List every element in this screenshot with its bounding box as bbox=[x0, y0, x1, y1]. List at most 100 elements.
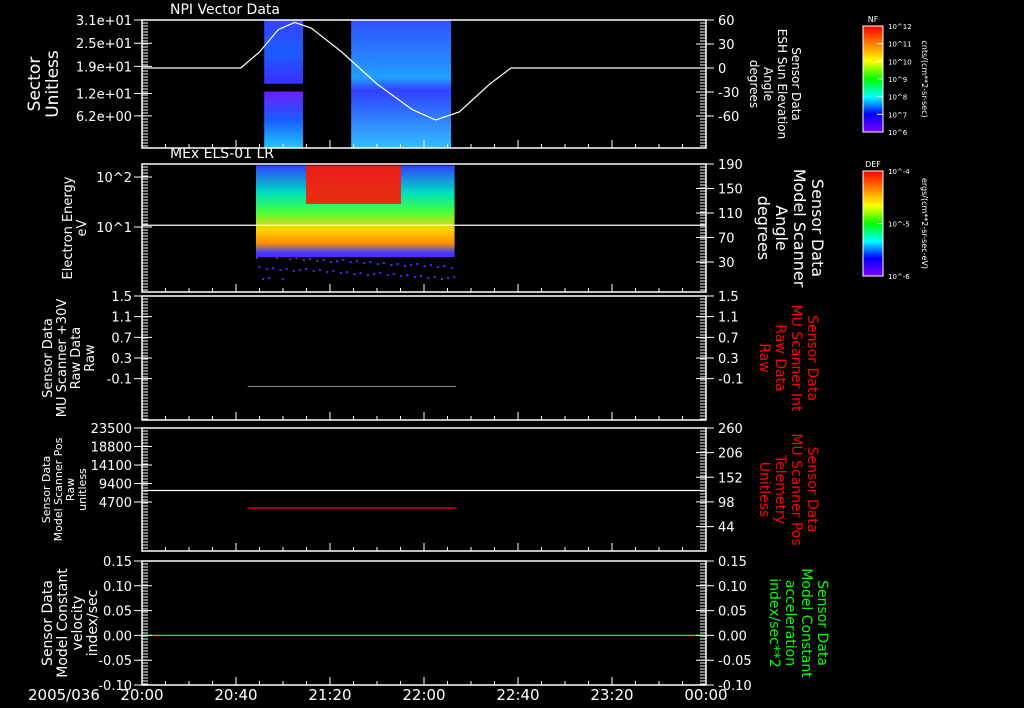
y-axis-label: Raw Data bbox=[69, 327, 84, 390]
spectrogram-speckle bbox=[427, 277, 430, 280]
colorbar-tick-label: 10^12 bbox=[888, 23, 912, 31]
right-axis-label: Angle bbox=[772, 205, 791, 251]
y-tick-label: 0.05 bbox=[103, 605, 132, 620]
time-tick-label: 20:40 bbox=[214, 686, 257, 704]
right-y-tick-label: 98 bbox=[718, 496, 735, 511]
right-y-tick-label: 60 bbox=[718, 14, 735, 29]
spectrogram-speckle bbox=[410, 264, 413, 267]
y-axis-label: unitless bbox=[76, 468, 89, 511]
right-y-tick-label: 150 bbox=[718, 182, 743, 197]
right-y-tick-label: 0.00 bbox=[718, 629, 747, 644]
colorbar-unit: cnts/(cm**2-sr-sec) bbox=[920, 40, 929, 117]
right-y-tick-label: 152 bbox=[718, 471, 743, 486]
right-axis-label: Model Scanner bbox=[790, 169, 809, 288]
spectrogram-speckle bbox=[322, 259, 325, 262]
right-y-tick-label: 0.3 bbox=[718, 352, 739, 367]
y-tick-label: 10^2 bbox=[96, 171, 132, 186]
spectrogram-speckle bbox=[366, 274, 369, 277]
panel-5: 0.15 0.10 0.05 0.00 -0.05 -0.10 0.15 0.10 0.05 0.… bbox=[40, 555, 830, 694]
y-tick-label: 0.00 bbox=[103, 629, 132, 644]
right-axis-label: acceleration bbox=[782, 580, 798, 666]
time-tick-label: 20:00 bbox=[120, 686, 163, 704]
right-axis-label: Sensor Data bbox=[804, 447, 820, 533]
spectrogram-speckle bbox=[376, 263, 379, 266]
right-axis-label: Model Constant bbox=[798, 568, 814, 678]
y-axis-label: index/sec bbox=[85, 590, 101, 657]
spectrogram-speckle bbox=[312, 270, 315, 273]
y-axis-label: Raw bbox=[64, 478, 77, 501]
right-axis-label: degrees bbox=[754, 196, 773, 260]
spectrogram-speckle bbox=[403, 265, 406, 268]
spectrogram-block bbox=[264, 20, 303, 84]
y-tick-label: 14100 bbox=[91, 459, 132, 474]
panel-title: NPI Vector Data bbox=[170, 2, 280, 18]
y-axis-label: Sensor Data bbox=[40, 456, 53, 523]
spectrogram-speckle bbox=[379, 272, 382, 275]
spectrogram-speckle bbox=[440, 278, 443, 281]
spectrogram-speckle bbox=[326, 271, 329, 274]
colorbar-tick-label: 10^11 bbox=[888, 41, 912, 49]
y-tick-label: 4700 bbox=[99, 496, 132, 511]
spectrogram-speckle bbox=[265, 268, 268, 271]
colorbar-tick-label: 10^9 bbox=[888, 76, 907, 84]
right-axis-label: degrees bbox=[747, 60, 761, 108]
date-label: 2005/036 bbox=[28, 686, 100, 704]
spectrogram-speckle bbox=[382, 262, 385, 265]
y-axis-label: Unitless bbox=[43, 50, 63, 118]
y-axis-label: Electron Energy bbox=[61, 176, 76, 279]
right-axis-label: MU Scanner Pos bbox=[788, 433, 804, 545]
spectrogram-speckle bbox=[308, 258, 311, 261]
colorbar-unit: ergs/(cm**2-sr-sec-eV) bbox=[920, 178, 929, 269]
spectrogram-speckle bbox=[262, 278, 265, 281]
right-y-tick-label: -0.05 bbox=[718, 654, 752, 669]
spectrogram-speckle bbox=[392, 273, 395, 276]
colorbar-tick-label: 10^10 bbox=[888, 58, 912, 66]
spectrogram-speckle bbox=[400, 275, 403, 278]
right-y-tick-label: 260 bbox=[718, 422, 743, 437]
y-axis-label: Sensor Data bbox=[40, 580, 56, 666]
right-axis-label: Unitless bbox=[756, 462, 772, 518]
panel-3: 1.5 1.1 0.7 0.3 -0.1 1.5 1.1 0.7 0.3 -0.1 Sensor D… bbox=[41, 290, 820, 421]
spectrogram-speckle bbox=[339, 272, 342, 275]
right-y-tick-label: 30 bbox=[718, 38, 735, 53]
right-y-tick-label: 0.10 bbox=[718, 580, 747, 595]
right-y-tick-label: 0.15 bbox=[718, 555, 747, 570]
spectrogram-speckle bbox=[281, 278, 284, 281]
right-axis-label: Sensor Data bbox=[789, 47, 803, 121]
spectrogram-speckle bbox=[373, 273, 376, 276]
time-tick-label: 22:00 bbox=[402, 686, 445, 704]
series-line bbox=[142, 21, 706, 121]
spectrogram-speckle bbox=[406, 274, 409, 277]
y-axis-label: eV bbox=[75, 219, 90, 236]
y-axis-label: Sensor Data bbox=[41, 318, 56, 398]
spectrogram-speckle bbox=[336, 260, 339, 263]
time-tick-label: 00:00 bbox=[684, 686, 727, 704]
y-tick-label: 2.5e+01 bbox=[76, 37, 132, 52]
y-tick-label: 9400 bbox=[99, 477, 132, 492]
right-y-tick-label: 110 bbox=[718, 207, 743, 222]
right-y-tick-label: -0.1 bbox=[718, 373, 743, 388]
spectrogram-speckle bbox=[302, 259, 305, 262]
colorbar-tick-label: 10^6 bbox=[888, 129, 908, 137]
spectrogram-speckle bbox=[345, 271, 348, 274]
colorbar-tick-label: 10^-4 bbox=[888, 168, 910, 176]
right-y-tick-label: -60 bbox=[718, 110, 739, 125]
y-tick-label: 0.10 bbox=[103, 580, 132, 595]
spectrogram-speckle bbox=[437, 266, 440, 269]
y-tick-label: -0.10 bbox=[98, 679, 132, 694]
spectrogram-speckle bbox=[275, 257, 278, 260]
right-y-tick-label: 1.5 bbox=[718, 290, 739, 305]
time-tick-label: 23:20 bbox=[590, 686, 633, 704]
right-y-tick-label: 0 bbox=[718, 62, 726, 77]
spectrogram-speckle bbox=[349, 261, 352, 264]
right-axis-label: Telemetry bbox=[772, 454, 788, 524]
colorbar-nf: NF 10^12 10^11 10^10 10^9 10^8 10^7 10^6 cnts/(c… bbox=[862, 15, 929, 137]
right-axis-label: Sensor Data bbox=[814, 580, 830, 666]
spectrogram-speckle bbox=[292, 270, 295, 273]
y-tick-label: 0.7 bbox=[111, 331, 132, 346]
spectrogram-speckle bbox=[390, 264, 393, 267]
right-y-tick-label: 70 bbox=[718, 231, 735, 246]
spectrogram-speckle bbox=[369, 261, 372, 264]
y-axis-label: Model Scanner Pos bbox=[52, 437, 65, 541]
spectrogram-speckle bbox=[353, 273, 356, 276]
